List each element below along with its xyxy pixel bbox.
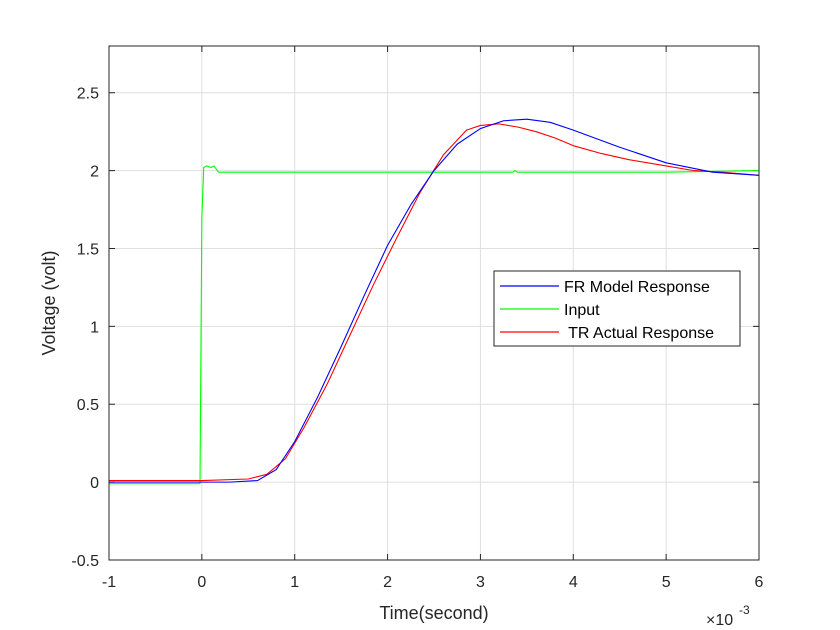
x-exponent-base: ×10: [706, 612, 733, 629]
plot-frame: [108, 45, 760, 561]
x-tick-label: 0: [197, 574, 206, 591]
y-tick-label: 1: [90, 319, 99, 336]
y-tick-label: 0: [90, 475, 99, 492]
y-tick-label: 2.5: [77, 86, 99, 103]
legend-label: Input: [564, 302, 600, 319]
x-tick-label: 4: [569, 574, 578, 591]
x-exponent-power: -3: [739, 603, 750, 617]
tick-labels: -1 0 1 2 3 4 5 6 -0.5 0 0.5 1 1.5 2 2.5: [71, 86, 763, 591]
legend: FR Model Response Input TR Actual Respons…: [493, 270, 741, 347]
y-tick-label: 1.5: [77, 241, 99, 258]
series-line-1: [109, 165, 760, 485]
x-tick-label: 6: [755, 574, 764, 591]
x-axis-label: Time(second): [379, 603, 488, 623]
y-tick-label: 0.5: [77, 397, 99, 414]
x-tick-label: -1: [102, 574, 116, 591]
series-lines: [109, 118, 760, 485]
series-line-2: [109, 123, 760, 482]
y-tick-label: 2: [90, 164, 99, 181]
series-line-0: [109, 118, 760, 483]
x-exponent: ×10 -3: [706, 603, 750, 629]
y-axis-label: Voltage (volt): [39, 250, 59, 355]
ticks: [108, 46, 760, 561]
x-tick-label: 5: [662, 574, 671, 591]
legend-label: FR Model Response: [564, 279, 710, 296]
x-tick-label: 2: [383, 574, 392, 591]
x-tick-label: 3: [476, 574, 485, 591]
y-tick-label: -0.5: [71, 553, 99, 570]
legend-label: TR Actual Response: [564, 325, 714, 342]
x-tick-label: 1: [290, 574, 299, 591]
